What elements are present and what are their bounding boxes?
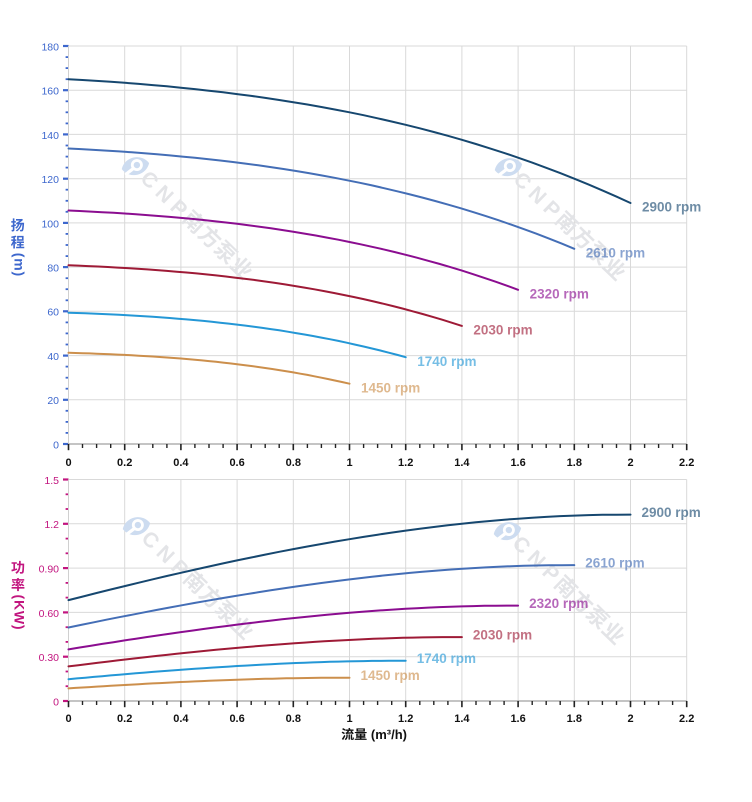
svg-text:0.90: 0.90: [39, 564, 60, 576]
svg-text:2320 rpm: 2320 rpm: [529, 596, 588, 611]
svg-text:1450 rpm: 1450 rpm: [361, 380, 420, 395]
svg-text:(m): (m): [11, 253, 27, 277]
svg-text:0: 0: [53, 696, 59, 708]
svg-text:1: 1: [346, 713, 352, 725]
svg-text:1.5: 1.5: [44, 475, 59, 487]
svg-text:2.2: 2.2: [679, 457, 694, 469]
svg-text:20: 20: [47, 395, 59, 407]
svg-text:0.6: 0.6: [229, 457, 244, 469]
svg-text:1.6: 1.6: [510, 713, 525, 725]
svg-text:0.4: 0.4: [173, 457, 189, 469]
svg-text:0.6: 0.6: [229, 713, 244, 725]
svg-text:0: 0: [53, 439, 59, 451]
svg-text:1: 1: [346, 457, 352, 469]
svg-text:0: 0: [65, 713, 71, 725]
svg-text:60: 60: [47, 307, 59, 319]
svg-text:0.2: 0.2: [117, 713, 132, 725]
svg-text:40: 40: [47, 351, 59, 363]
svg-text:180: 180: [41, 41, 59, 53]
svg-text:1.6: 1.6: [510, 457, 525, 469]
svg-text:0.60: 0.60: [39, 608, 60, 620]
svg-text:1740 rpm: 1740 rpm: [417, 354, 476, 369]
svg-text:0.4: 0.4: [173, 713, 189, 725]
svg-text:2900 rpm: 2900 rpm: [642, 505, 701, 520]
svg-text:(m³/h): (m³/h): [371, 727, 407, 742]
svg-text:2: 2: [627, 457, 633, 469]
svg-text:160: 160: [41, 86, 59, 98]
svg-text:2030 rpm: 2030 rpm: [473, 323, 532, 338]
svg-text:140: 140: [41, 130, 59, 142]
svg-text:1.4: 1.4: [454, 713, 470, 725]
svg-text:1.2: 1.2: [398, 457, 413, 469]
svg-text:2030 rpm: 2030 rpm: [473, 627, 532, 642]
svg-text:1740 rpm: 1740 rpm: [417, 651, 476, 666]
svg-text:100: 100: [41, 218, 59, 230]
svg-text:120: 120: [41, 174, 59, 186]
svg-text:0.2: 0.2: [117, 457, 132, 469]
svg-text:1.2: 1.2: [398, 713, 413, 725]
svg-text:2: 2: [627, 713, 633, 725]
svg-text:(KW): (KW): [11, 595, 27, 631]
svg-text:2.2: 2.2: [679, 713, 694, 725]
svg-text:1.8: 1.8: [567, 457, 582, 469]
svg-text:0.30: 0.30: [39, 652, 60, 664]
svg-text:1450 rpm: 1450 rpm: [361, 668, 420, 683]
svg-text:2900 rpm: 2900 rpm: [642, 200, 701, 215]
svg-text:0.8: 0.8: [286, 713, 301, 725]
svg-text:2610 rpm: 2610 rpm: [586, 246, 645, 261]
svg-text:0: 0: [65, 457, 71, 469]
svg-text:0.8: 0.8: [286, 457, 301, 469]
svg-text:1.4: 1.4: [454, 457, 470, 469]
svg-text:80: 80: [47, 263, 59, 275]
svg-text:1.2: 1.2: [44, 519, 59, 531]
svg-text:1.8: 1.8: [567, 713, 582, 725]
svg-text:2320 rpm: 2320 rpm: [530, 287, 589, 302]
svg-text:2610 rpm: 2610 rpm: [585, 555, 644, 570]
